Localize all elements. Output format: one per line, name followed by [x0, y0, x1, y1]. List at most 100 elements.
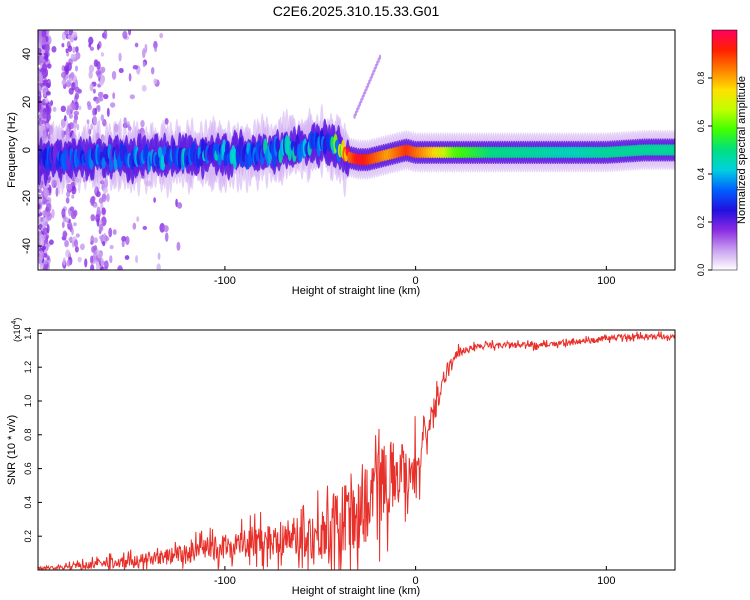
- spectrogram-cell: [43, 259, 48, 265]
- spectrogram-cell: [97, 104, 101, 113]
- spectrogram-cell: [73, 114, 79, 122]
- spectrogram-cell: [68, 81, 72, 87]
- snr-y-tick-label: 1.2: [23, 361, 33, 374]
- spectrogram-cell: [79, 243, 85, 251]
- spectrogram-cell: [68, 221, 73, 228]
- spectrogram-cell: [93, 237, 98, 244]
- spectrogram-cell: [61, 43, 65, 48]
- spectrogram-cell: [672, 144, 675, 156]
- spectrogram-cell: [69, 122, 74, 130]
- snr-y-tick-label: 0.2: [23, 530, 33, 543]
- snr-y-tick-label: 0.8: [23, 429, 33, 442]
- snr-multiplier-exp: 4: [11, 320, 18, 324]
- snr-multiplier-close: ): [12, 318, 22, 321]
- spectrogram-cell: [72, 104, 76, 111]
- spectrogram-cell: [39, 198, 43, 203]
- spectrogram-cell: [45, 206, 49, 212]
- colorbar-tick-label: 0.4: [696, 168, 706, 181]
- spectrogram-cell: [71, 31, 78, 38]
- spectrogram-cell: [50, 100, 54, 106]
- spectrogram-x-axis: -100 0 100: [214, 266, 616, 287]
- snr-frame: [37, 329, 676, 571]
- snr-plot-area: [38, 330, 675, 570]
- spectrogram-cell: [121, 235, 127, 242]
- spectrogram-cell: [46, 255, 50, 261]
- spectrogram-cell: [45, 234, 49, 245]
- spectrogram-cell: [66, 62, 72, 71]
- spectrogram-cell: [69, 206, 75, 212]
- spectrogram-cell: [142, 61, 146, 68]
- spectrogram-cell: [92, 108, 96, 116]
- spectrogram-cell: [73, 222, 77, 227]
- spectrogram-cell: [101, 207, 106, 215]
- spectrogram-cell: [164, 232, 169, 242]
- spectrogram-cell: [128, 73, 132, 82]
- spectrogram-cell: [66, 259, 71, 267]
- spectrogram-cell: [224, 141, 230, 156]
- spectrogram-cell: [122, 30, 128, 39]
- spectrogram-cell: [176, 241, 181, 251]
- spectrogram-cell: [111, 70, 117, 80]
- spectrogram-cell: [134, 42, 139, 48]
- spectrogram-cell: [71, 194, 75, 199]
- spectrogram-cell: [88, 70, 93, 79]
- spectrogram-cell: [65, 197, 70, 204]
- spectrogram-cell: [62, 257, 66, 266]
- spectrogram-cell: [75, 233, 80, 238]
- spectrogram-cell: [60, 105, 67, 113]
- spectrogram-cell: [61, 71, 67, 79]
- snr-x-axis: -100 0 100: [214, 566, 616, 587]
- spectrogram-cell: [106, 193, 110, 203]
- spectrogram-cell: [38, 90, 42, 95]
- spectrogram-cell: [41, 35, 46, 45]
- spectrogram-cell: [97, 251, 103, 259]
- spectrogram-cell: [41, 30, 46, 38]
- spectrogram-cell: [66, 105, 70, 113]
- spectrogram-cell: [163, 225, 169, 233]
- spectrogram-cell: [51, 208, 55, 219]
- spectrogram-cell: [164, 118, 169, 125]
- spectrogram-cell: [41, 70, 48, 79]
- spectrogram-cell: [43, 88, 47, 98]
- snr-series-line: [38, 331, 675, 570]
- spectrogram-cell: [75, 51, 81, 60]
- spectrogram-cell: [109, 244, 114, 250]
- colorbar-tick-label: 0.2: [696, 216, 706, 229]
- spectrogram-cell: [93, 203, 98, 208]
- spectrogram-cell: [98, 224, 104, 230]
- spectrogram-cell: [62, 230, 68, 239]
- spectrogram-cell: [74, 65, 79, 72]
- spectrogram-cell: [71, 240, 75, 248]
- spectrogram-cell: [144, 43, 148, 54]
- spectrogram-cell: [46, 91, 51, 96]
- spectrogram-cell: [70, 71, 75, 79]
- spectrogram-cell: [112, 92, 116, 100]
- spectrogram-cell: [49, 239, 54, 245]
- spectrogram-cell: [89, 255, 94, 264]
- spectrogram-cell: [112, 229, 117, 235]
- spectrogram-cell: [103, 30, 108, 40]
- spectrogram-cell: [90, 214, 96, 222]
- spectrogram-cell: [38, 73, 43, 83]
- spectrogram-cell: [65, 249, 71, 258]
- spectrogram-cell: [156, 263, 161, 270]
- spectrogram-cell: [97, 91, 104, 98]
- spectrogram-cell: [78, 105, 82, 111]
- spectrogram-cell: [99, 97, 104, 102]
- spectrogram-cell: [275, 137, 280, 153]
- spectrogram-cell: [135, 255, 139, 264]
- spectrogram-cell: [61, 79, 66, 86]
- spectrogram-chart: -40 -20 0 20 40 -100 0 100 Height of straight …: [6, 29, 676, 297]
- spectrogram-cell: [41, 111, 48, 120]
- spectrogram-cell: [61, 221, 65, 229]
- spectrogram-cell: [46, 224, 50, 234]
- spectrogram-y-tick-label: 20: [21, 96, 33, 108]
- spectrogram-cell: [72, 46, 76, 54]
- spectrogram-cell: [153, 78, 158, 85]
- spectrogram-cell: [46, 82, 51, 88]
- spectrogram-cell: [109, 255, 113, 264]
- spectrogram-y-tick-label: -20: [21, 190, 33, 206]
- spectrogram-cell: [121, 240, 125, 248]
- spectrogram-cell: [47, 63, 52, 69]
- spectrogram-cell: [63, 115, 67, 122]
